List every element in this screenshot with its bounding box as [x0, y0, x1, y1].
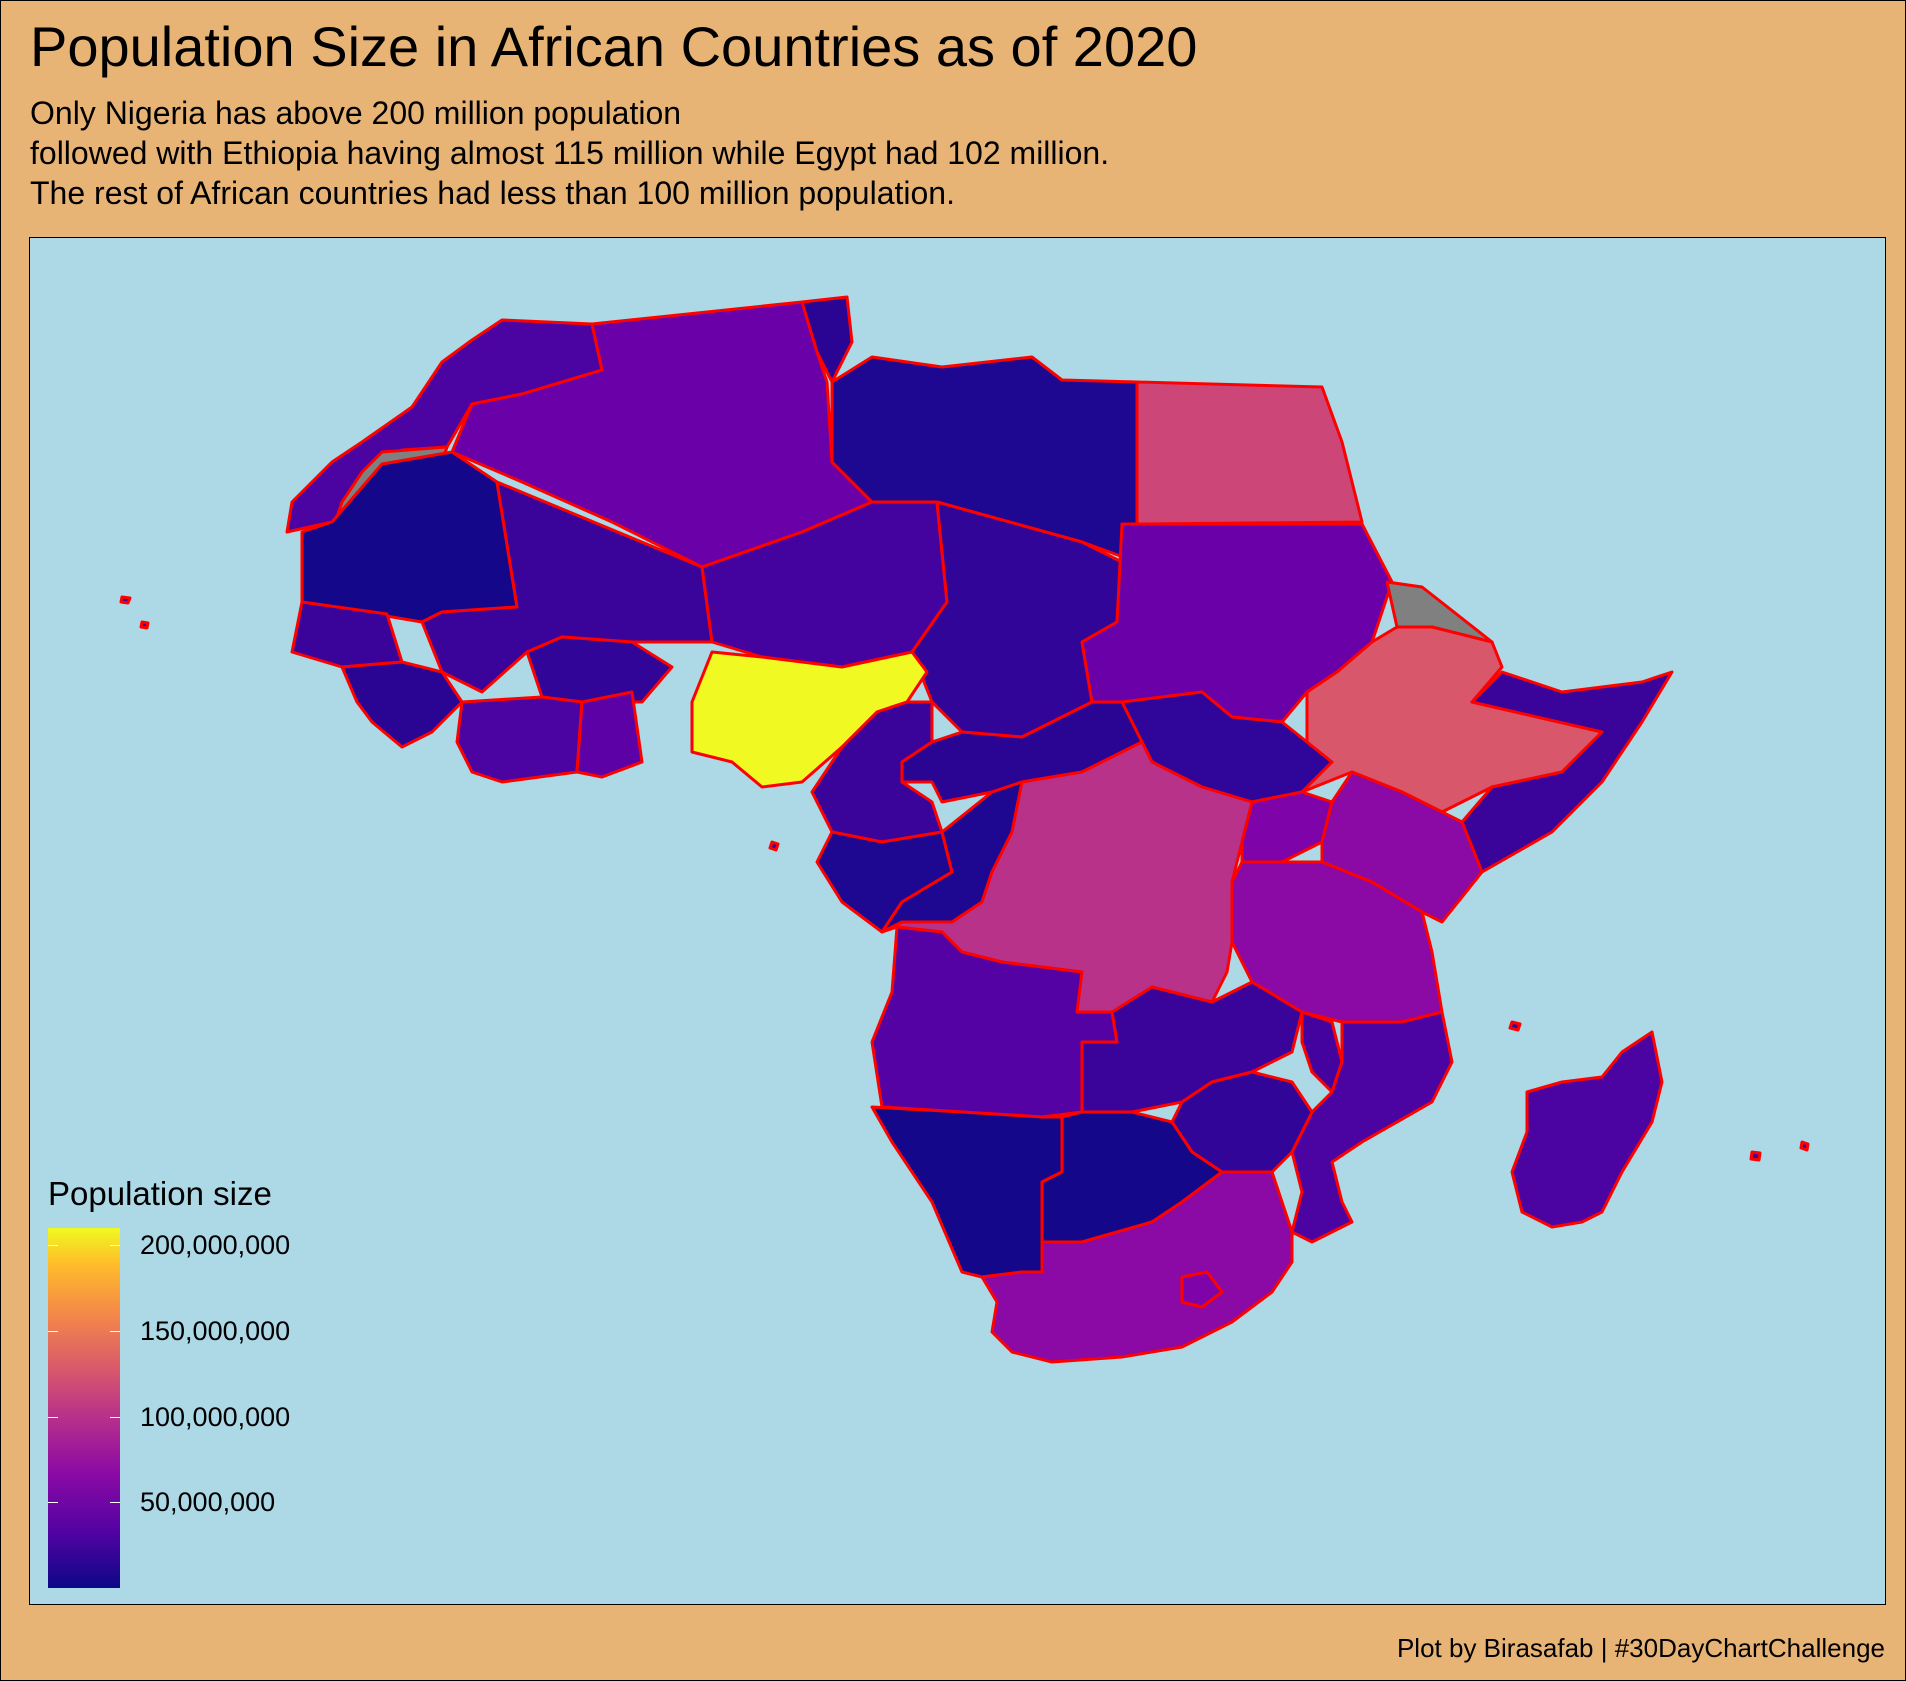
country-burkina-faso: [525, 635, 674, 704]
country-egypt: [1135, 380, 1364, 526]
legend-tick-label: 150,000,000: [140, 1315, 291, 1346]
africa-map: [119, 295, 1810, 1364]
subtitle-line-2: followed with Ethiopia having almost 115…: [30, 135, 1110, 171]
legend-tick-left: [48, 1416, 58, 1418]
chart-title: Population Size in African Countries as …: [30, 15, 1198, 78]
legend-tick-left: [48, 1245, 58, 1247]
country-kenya: [1320, 770, 1484, 924]
subtitle-line-3: The rest of African countries had less t…: [30, 175, 955, 211]
island-sao-tome: [768, 840, 780, 852]
legend: Population size 50,000,000 100,000,000 150…: [48, 1174, 290, 1588]
legend-tick-label: 200,000,000: [140, 1230, 291, 1261]
legend-tick-left: [48, 1502, 58, 1504]
legend-tick-right: [110, 1502, 120, 1504]
country-guinea: [340, 660, 464, 749]
legend-tick-right: [110, 1330, 120, 1332]
country-mozambique: [1290, 1010, 1454, 1244]
map-panel: Population size 50,000,000 100,000,000 150…: [29, 237, 1886, 1605]
legend-colorbar: [48, 1228, 120, 1588]
legend-tick-left: [48, 1330, 58, 1332]
island-comoros: [1508, 1020, 1522, 1032]
island-mauritius: [1749, 1140, 1810, 1162]
legend-tick-label: 50,000,000: [140, 1487, 276, 1518]
country-tunisia: [800, 295, 854, 384]
legend-tick-label: 100,000,000: [140, 1401, 291, 1432]
country-ghana: [575, 690, 644, 779]
legend-tick-right: [110, 1416, 120, 1418]
country-uganda: [1240, 790, 1334, 864]
country-namibia: [870, 1105, 1064, 1279]
country-somalia: [1460, 670, 1674, 874]
country-south-africa: [980, 1170, 1294, 1364]
country-zambia: [1080, 980, 1304, 1114]
chart-subtitle: Only Nigeria has above 200 million popul…: [30, 93, 1109, 213]
plot-caption: Plot by Birasafab | #30DayChartChallenge: [1396, 1633, 1885, 1663]
subtitle-line-1: Only Nigeria has above 200 million popul…: [30, 95, 682, 131]
legend-title: Population size: [48, 1175, 272, 1212]
legend-tick-right: [110, 1245, 120, 1247]
country-cote-divoire: [455, 695, 584, 784]
country-lesotho: [1180, 1270, 1224, 1309]
island-cape-verde: [119, 595, 150, 630]
country-madagascar: [1510, 1030, 1664, 1229]
